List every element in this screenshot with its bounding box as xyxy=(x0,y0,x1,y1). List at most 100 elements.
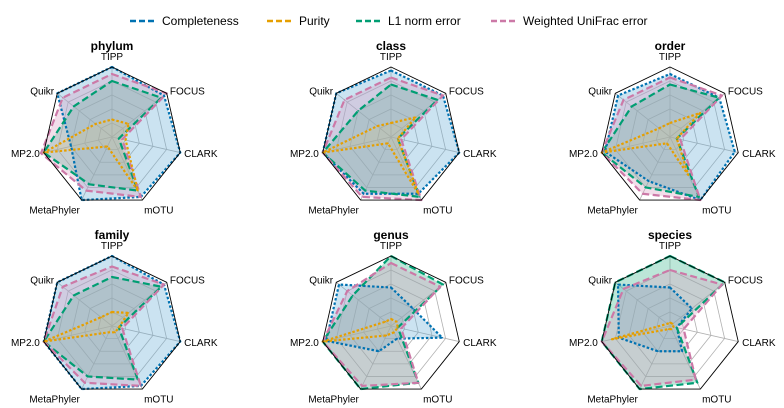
point-purity-CLARK xyxy=(397,137,399,140)
point-l1-Quikr xyxy=(357,110,359,112)
point-unifrac-MetaPhyler xyxy=(361,196,363,198)
grid-spoke xyxy=(336,282,392,327)
point-completeness-CLARK xyxy=(441,336,443,339)
point-unifrac-TIPP xyxy=(111,73,113,75)
legend-item-unifrac: Weighted UniFrac error xyxy=(491,14,648,28)
point-purity-MetaPhyler xyxy=(106,145,109,148)
point-l1-CLARK xyxy=(118,137,120,140)
point-completeness-TIPP xyxy=(390,286,392,289)
point-unifrac-MetaPhyler xyxy=(641,192,644,195)
point-purity-MetaPhyler xyxy=(108,331,110,334)
point-completeness-MetaPhyler xyxy=(657,350,659,353)
panel-title: class xyxy=(376,39,406,53)
series-area-unifrac xyxy=(322,77,443,201)
point-purity-mOTU xyxy=(393,331,395,334)
point-purity-TIPP xyxy=(669,122,671,124)
grid-spoke xyxy=(43,136,113,153)
series-line-l1 xyxy=(42,275,163,381)
point-l1-MetaPhyler xyxy=(86,375,89,378)
point-l1-Quikr xyxy=(630,105,633,108)
series-line-purity xyxy=(321,116,420,195)
point-purity-FOCUS xyxy=(671,323,674,325)
point-purity-CLARK xyxy=(672,325,675,328)
axis-label-tipp: TIPP xyxy=(380,241,403,252)
series-line-l1 xyxy=(321,254,445,391)
series-line-purity xyxy=(600,111,702,176)
grid-ring xyxy=(628,283,712,365)
series-area-unifrac xyxy=(43,266,164,386)
point-unifrac-Quikr xyxy=(346,290,349,292)
axis-label-focus: FOCUS xyxy=(728,86,763,97)
axis-label-tipp: TIPP xyxy=(659,241,682,252)
grid-ring xyxy=(97,122,127,151)
axis-label-clark: CLARK xyxy=(184,338,218,349)
point-completeness-FOCUS xyxy=(163,94,165,97)
radar-frame xyxy=(43,66,181,201)
legend-label: Weighted UniFrac error xyxy=(523,14,648,28)
point-l1-Quikr xyxy=(72,105,75,108)
grid-spoke xyxy=(639,325,671,390)
panel-title: family xyxy=(95,228,130,242)
point-completeness-Quikr xyxy=(617,283,619,286)
axis-label-motu: mOTU xyxy=(702,395,731,406)
grid-spoke xyxy=(336,93,392,138)
point-purity-Quikr xyxy=(658,127,660,130)
grid-ring xyxy=(70,94,154,176)
axis-label-quikr: Quikr xyxy=(30,86,55,97)
axis-label-focus: FOCUS xyxy=(170,275,205,286)
point-purity-TIPP xyxy=(390,318,392,320)
point-completeness-FOCUS xyxy=(412,307,414,310)
point-purity-FOCUS xyxy=(699,112,701,114)
point-completeness-Quikr xyxy=(617,94,619,97)
point-completeness-FOCUS xyxy=(691,307,693,310)
axis-label-mp2-0: MP2.0 xyxy=(11,149,40,160)
point-completeness-mOTU xyxy=(681,350,683,353)
point-l1-Quikr xyxy=(351,294,354,297)
point-purity-MetaPhyler xyxy=(666,142,668,145)
point-completeness-MetaPhyler xyxy=(362,192,365,195)
axis-label-clark: CLARK xyxy=(742,338,776,349)
grid-spoke xyxy=(601,136,671,153)
point-purity-FOCUS xyxy=(127,312,130,314)
series-area-completeness xyxy=(605,74,735,201)
point-unifrac-MetaPhyler xyxy=(640,385,642,387)
axis-label-metaphyler: MetaPhyler xyxy=(308,206,359,217)
point-unifrac-Quikr xyxy=(622,99,625,101)
grid-ring xyxy=(655,311,685,340)
point-unifrac-MetaPhyler xyxy=(85,189,87,192)
series-area-unifrac xyxy=(41,74,167,197)
point-l1-mOTU xyxy=(696,381,699,384)
point-purity-TIPP xyxy=(111,118,113,121)
panel-title: phylum xyxy=(91,39,134,53)
grid-spoke xyxy=(360,136,392,201)
point-purity-CLARK xyxy=(676,137,678,140)
point-purity-mOTU xyxy=(687,174,690,176)
point-unifrac-Quikr xyxy=(622,288,625,290)
series-line-purity xyxy=(42,118,139,192)
axis-label-motu: mOTU xyxy=(144,395,173,406)
point-unifrac-mOTU xyxy=(140,196,142,198)
point-purity-FOCUS xyxy=(414,116,417,119)
series-line-l1 xyxy=(42,79,163,192)
series-line-unifrac xyxy=(42,265,166,388)
axis-label-motu: mOTU xyxy=(423,206,452,217)
point-unifrac-CLARK xyxy=(121,327,124,330)
point-unifrac-FOCUS xyxy=(163,283,165,286)
series-area-unifrac xyxy=(601,270,722,386)
point-l1-TIPP xyxy=(390,83,392,86)
point-purity-TIPP xyxy=(111,311,113,313)
point-unifrac-CLARK xyxy=(682,328,685,330)
point-unifrac-CLARK xyxy=(121,138,124,141)
point-unifrac-CLARK xyxy=(679,138,682,141)
series-line-completeness xyxy=(616,283,693,353)
legend-label: Completeness xyxy=(162,14,239,28)
axis-label-quikr: Quikr xyxy=(588,275,613,286)
axis-label-tipp: TIPP xyxy=(101,52,124,63)
axis-label-tipp: TIPP xyxy=(101,241,124,252)
point-l1-CLARK xyxy=(676,326,678,329)
point-purity-MP2.0 xyxy=(611,338,613,341)
point-unifrac-mOTU xyxy=(140,385,142,387)
point-purity-TIPP xyxy=(390,122,392,124)
